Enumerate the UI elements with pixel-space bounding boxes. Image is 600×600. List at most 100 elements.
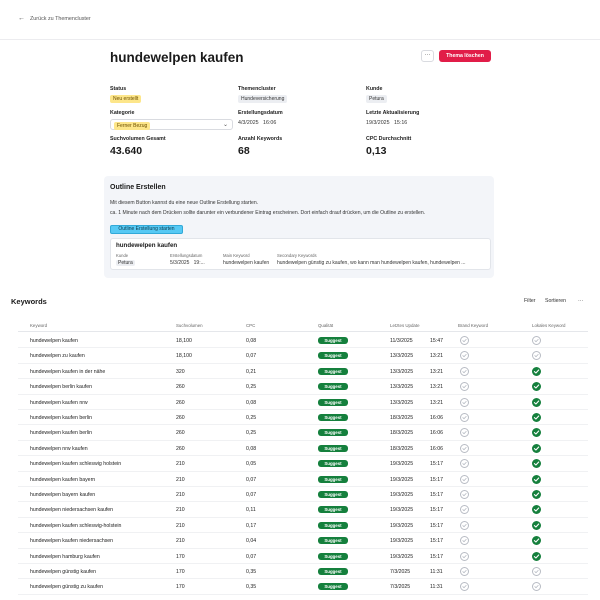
keyword-count-value: 68 (238, 145, 250, 157)
brand-keyword-check-icon[interactable] (460, 397, 469, 407)
local-keyword-check-icon[interactable] (532, 336, 541, 345)
category-select[interactable]: Ferner Bezug ⌄ (110, 119, 233, 130)
volume-cell: 210 (176, 492, 185, 498)
update-date-cell: 11/3/2025 (390, 338, 413, 344)
table-row[interactable]: hundewelpen kaufen niedersachsen 210 0,04 S… (18, 533, 588, 549)
table-row[interactable]: hundewelpen kaufen schleswig-holstein 210… (18, 518, 588, 534)
update-date-cell: 18/3/2025 (390, 445, 414, 452)
cluster-label: Themencluster (238, 86, 276, 92)
local-keyword-check-icon[interactable] (532, 505, 541, 515)
update-time-cell: 15:17 (430, 538, 443, 545)
table-row[interactable]: hundewelpen hamburg kaufen 170 0,07 Suggest… (18, 549, 588, 564)
quality-badge: Suggest (318, 398, 348, 406)
volume-cell: 18,100 (176, 353, 192, 360)
brand-keyword-check-icon[interactable] (460, 505, 469, 515)
local-keyword-check-icon[interactable] (532, 413, 541, 422)
brand-keyword-check-icon[interactable] (460, 443, 469, 453)
local-keyword-check-icon[interactable] (532, 382, 541, 392)
keyword-cell: hundewelpen nrw kaufen (30, 445, 88, 452)
local-keyword-check-icon[interactable] (532, 582, 541, 592)
brand-keyword-check-icon[interactable] (460, 459, 469, 469)
cpc-label: CPC Durchschnitt (366, 136, 412, 142)
brand-keyword-check-icon[interactable] (460, 366, 469, 376)
column-header-quality[interactable]: Qualität (318, 323, 334, 328)
brand-keyword-check-icon[interactable] (460, 428, 469, 438)
brand-keyword-check-icon[interactable] (460, 351, 469, 361)
brand-keyword-check-icon[interactable] (460, 382, 469, 392)
column-header-updated[interactable]: Letztes Update (390, 323, 420, 328)
local-keyword-check-icon[interactable] (532, 474, 541, 484)
cpc-cell: 0,05 (246, 461, 257, 468)
cpc-cell: 0,25 (246, 384, 257, 391)
local-keyword-check-icon[interactable] (532, 536, 541, 546)
brand-keyword-check-icon[interactable] (460, 490, 469, 499)
column-header-brand[interactable]: Brand Keyword (458, 323, 489, 328)
table-row[interactable]: hundewelpen bayern kaufen 210 0,07 Suggest 1… (18, 487, 588, 503)
update-date-cell: 19/3/2025 (390, 522, 414, 529)
table-row[interactable]: hundewelpen kaufen bayern 210 0,07 Suggest 1… (18, 472, 588, 487)
brand-keyword-check-icon[interactable] (460, 551, 469, 561)
table-row[interactable]: hundewelpen niedersachsen kaufen 210 0,11 S… (18, 502, 588, 518)
quality-badge: Suggest (318, 506, 348, 514)
more-options-button[interactable]: ··· (421, 50, 434, 62)
brand-keyword-check-icon[interactable] (460, 336, 469, 345)
keywords-more-button[interactable]: ··· (578, 298, 584, 304)
cpc-cell: 0,17 (246, 522, 257, 529)
outline-card: Outline Erstellen Mit diesem Button kann… (104, 176, 494, 278)
local-keyword-check-icon[interactable] (532, 443, 541, 453)
local-keyword-check-icon[interactable] (532, 520, 541, 530)
local-keyword-check-icon[interactable] (532, 551, 541, 561)
table-row[interactable]: hundewelpen kaufen in der nähe 320 0,21 Sug… (18, 364, 588, 380)
table-row[interactable]: hundewelpen kaufen berlin 260 0,25 Suggest 1… (18, 410, 588, 426)
local-keyword-check-icon[interactable] (532, 428, 541, 438)
brand-keyword-check-icon[interactable] (460, 536, 469, 546)
table-row[interactable]: hundewelpen nrw kaufen 260 0,08 Suggest 18/3… (18, 441, 588, 457)
cpc-cell: 0,08 (246, 399, 257, 406)
cpc-cell: 0,08 (246, 445, 257, 452)
quality-badge: Suggest (318, 337, 348, 344)
brand-keyword-check-icon[interactable] (460, 474, 469, 484)
start-outline-button[interactable]: Outline Erstellung starten (110, 225, 183, 234)
local-keyword-check-icon[interactable] (532, 567, 541, 576)
update-time-cell: 15:17 (430, 522, 443, 529)
local-keyword-check-icon[interactable] (532, 490, 541, 499)
quality-badge: Suggest (318, 491, 348, 498)
column-header-local[interactable]: Lokales Keyword (532, 323, 566, 328)
volume-cell: 170 (176, 584, 185, 591)
updated-value: 19/3/2025 15:16 (366, 120, 408, 126)
local-keyword-check-icon[interactable] (532, 351, 541, 361)
quality-badge: Suggest (318, 568, 348, 575)
column-header-volume[interactable]: Suchvolumen (176, 323, 203, 328)
brand-keyword-check-icon[interactable] (460, 582, 469, 592)
table-row[interactable]: hundewelpen kaufen nrw 260 0,08 Suggest 13/3… (18, 395, 588, 410)
cpc-cell: 0,35 (246, 569, 257, 575)
quality-badge: Suggest (318, 367, 348, 375)
outline-entry-card[interactable]: hundewelpen kaufen Kunde Petura Erstellu… (110, 238, 491, 270)
table-row[interactable]: hundewelpen zu kaufen 18,100 0,07 Suggest 13… (18, 348, 588, 364)
brand-keyword-check-icon[interactable] (460, 520, 469, 530)
table-row[interactable]: hundewelpen berlin kaufen 260 0,25 Suggest 1… (18, 379, 588, 395)
local-keyword-check-icon[interactable] (532, 366, 541, 376)
cpc-cell: 0,08 (246, 338, 257, 344)
quality-badge: Suggest (318, 460, 348, 468)
back-link[interactable]: ← Zurück zu Themencluster (18, 15, 91, 22)
delete-topic-button[interactable]: Thema löschen (439, 50, 491, 62)
filter-button[interactable]: Filter (524, 298, 536, 304)
table-row[interactable]: hundewelpen kaufen berlin 260 0,25 Suggest 1… (18, 425, 588, 441)
volume-cell: 320 (176, 368, 185, 375)
column-header-keyword[interactable]: Keyword (30, 323, 48, 328)
cpc-cell: 0,07 (246, 492, 257, 498)
sort-button[interactable]: Sortieren (545, 298, 567, 304)
column-header-cpc[interactable]: CPC (246, 323, 256, 328)
update-date-cell: 19/3/2025 (390, 461, 414, 468)
brand-keyword-check-icon[interactable] (460, 567, 469, 576)
table-row[interactable]: hundewelpen kaufen schleswig holstein 210… (18, 456, 588, 472)
table-row[interactable]: hundewelpen günstig zu kaufen 170 0,35 Sugg… (18, 579, 588, 595)
volume-label: Suchvolumen Gesamt (110, 136, 166, 142)
table-row[interactable]: hundewelpen kaufen 18,100 0,08 Suggest 11/3/… (18, 333, 588, 349)
brand-keyword-check-icon[interactable] (460, 413, 469, 422)
local-keyword-check-icon[interactable] (532, 459, 541, 469)
local-keyword-check-icon[interactable] (532, 397, 541, 407)
table-row[interactable]: hundewelpen günstig kaufen 170 0,35 Suggest… (18, 564, 588, 580)
keyword-cell: hundewelpen niedersachsen kaufen (30, 507, 114, 514)
